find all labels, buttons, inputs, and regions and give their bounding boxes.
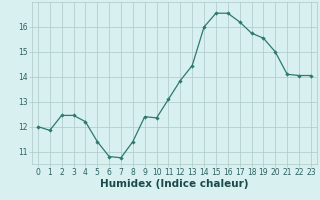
X-axis label: Humidex (Indice chaleur): Humidex (Indice chaleur) <box>100 179 249 189</box>
